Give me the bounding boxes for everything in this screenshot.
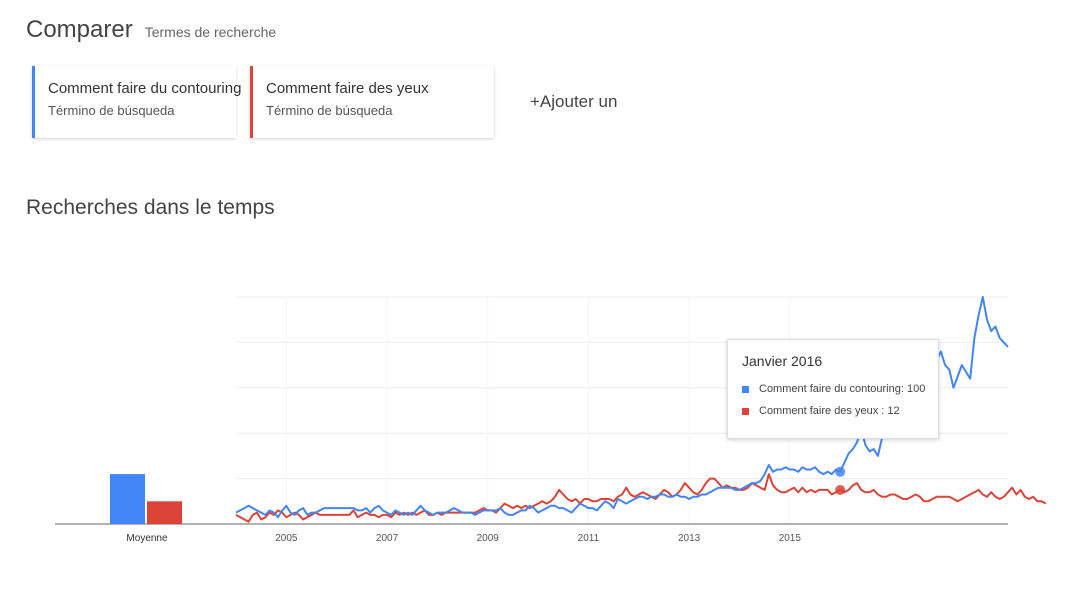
series-lines — [235, 296, 1047, 523]
tooltip-value-yeux: Comment faire des yeux : 12 — [759, 405, 900, 417]
term-name: Comment faire du contouring — [48, 80, 242, 97]
compare-header: Comparer Termes de recherche — [26, 16, 276, 44]
compare-title: Comparer — [26, 16, 133, 43]
x-tick-label: 2011 — [578, 533, 600, 544]
tooltip-value-contouring: Comment faire du contouring: 100 — [759, 383, 926, 395]
term-name: Comment faire des yeux — [266, 80, 429, 97]
x-tick-label: 2013 — [678, 533, 701, 544]
x-tick-label: 2005 — [275, 533, 298, 544]
interest-over-time-title: Recherches dans le temps — [26, 196, 275, 219]
term-color-bar — [32, 66, 35, 138]
highlight-marker — [835, 466, 846, 477]
series-line — [235, 473, 1047, 523]
legend-swatch-blue — [742, 385, 749, 393]
average-bar — [110, 474, 145, 524]
tooltip-row-yeux: Comment faire des yeux : 12 — [742, 405, 938, 417]
average-label: Moyenne — [126, 533, 168, 544]
add-term-button[interactable]: +Ajouter un — [530, 92, 618, 111]
chart-tooltip: Janvier 2016 Comment faire du contouring… — [727, 339, 939, 439]
compare-subtitle: Termes de recherche — [144, 24, 277, 40]
x-tick-label: 2007 — [376, 533, 399, 544]
x-tick-label: 2015 — [779, 533, 802, 544]
search-term-card-yeux[interactable]: Comment faire des yeux Término de búsque… — [250, 66, 494, 138]
term-type: Término de búsqueda — [48, 103, 175, 118]
highlight-markers — [835, 466, 846, 495]
search-term-card-contouring[interactable]: Comment faire du contouring Término de b… — [32, 66, 242, 138]
legend-swatch-red — [742, 407, 749, 415]
tooltip-row-contouring: Comment faire du contouring: 100 — [742, 383, 938, 395]
term-type: Término de búsqueda — [266, 103, 393, 118]
highlight-marker — [835, 484, 846, 495]
x-tick-labels: 2005 2007 2009 2011 2013 2015 — [275, 533, 801, 544]
x-tick-label: 2009 — [477, 533, 500, 544]
tooltip-date: Janvier 2016 — [742, 353, 823, 369]
term-color-bar — [250, 66, 253, 138]
series-line — [235, 296, 1009, 519]
average-bar — [147, 501, 182, 524]
average-bars — [110, 474, 182, 524]
